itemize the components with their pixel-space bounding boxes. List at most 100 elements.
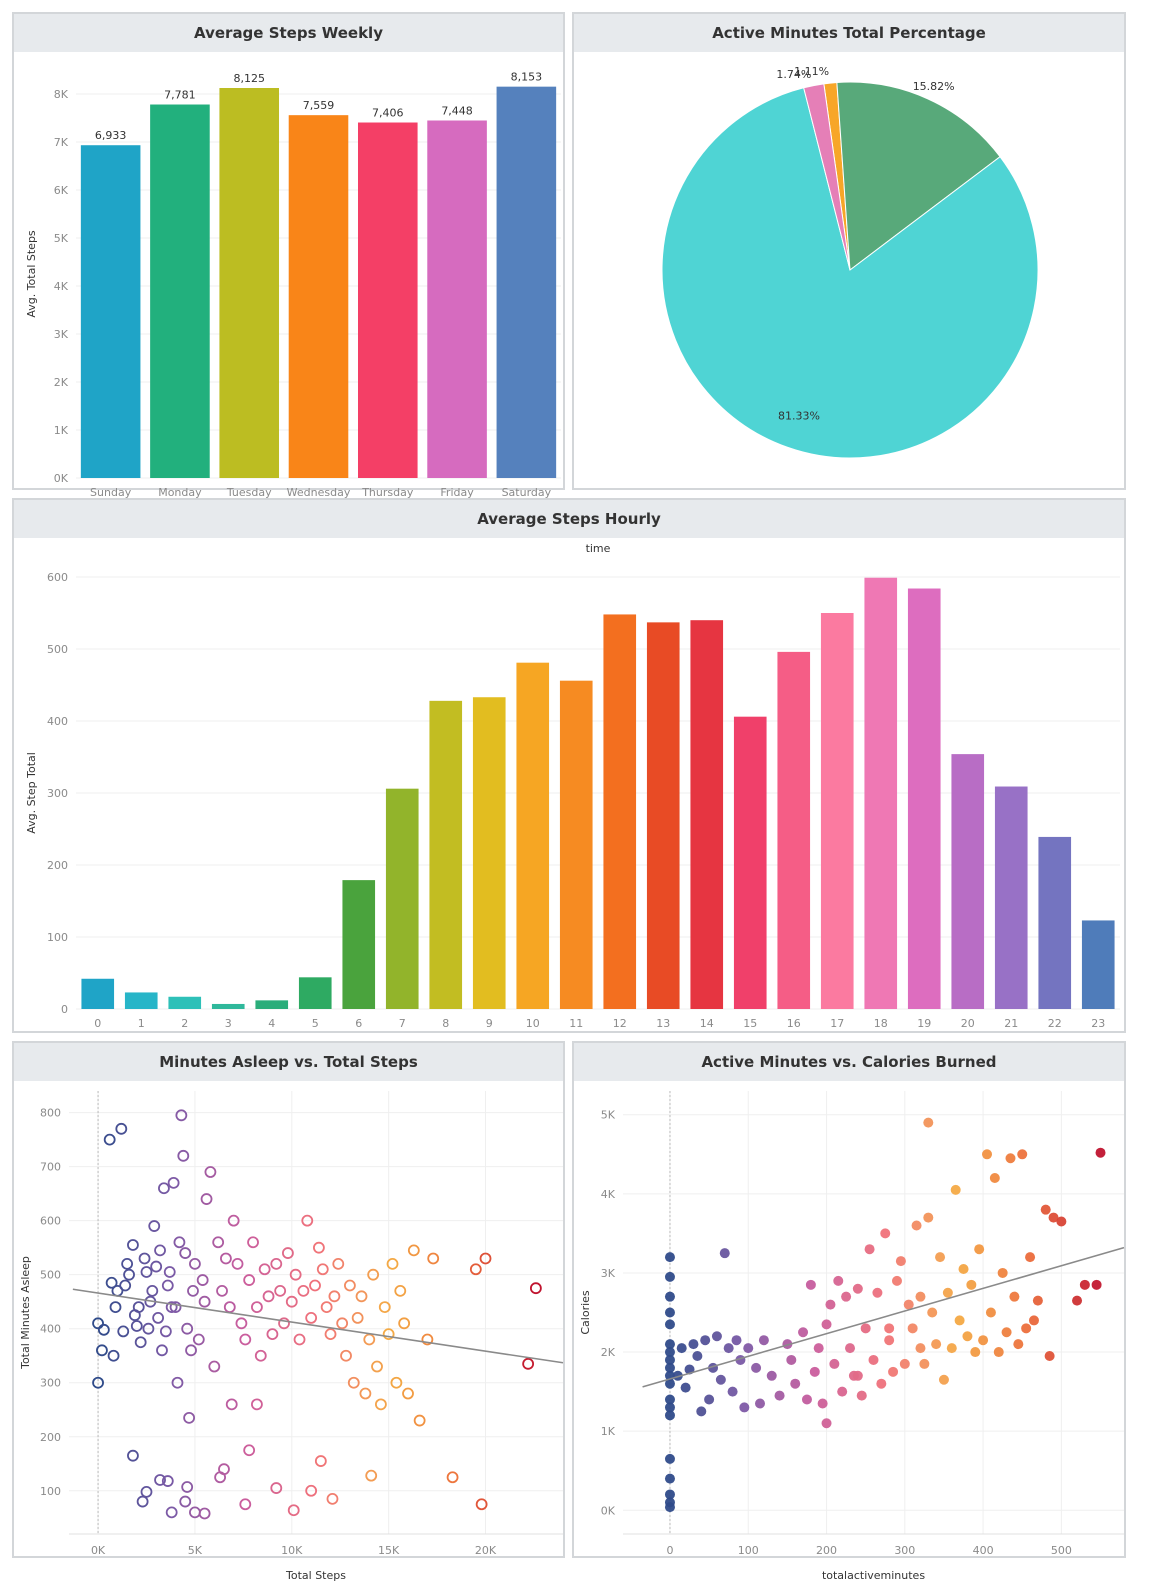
sleep-point xyxy=(421,1333,434,1346)
calories-x-tick-label: 500 xyxy=(1051,1544,1072,1557)
calories-point xyxy=(942,1287,953,1298)
weekly-bar xyxy=(219,88,280,478)
sleep-point xyxy=(136,1495,149,1508)
sleep-point xyxy=(175,1109,188,1122)
weekly-bar-value-label: 8,153 xyxy=(511,71,543,84)
sleep-point xyxy=(347,1376,360,1389)
sleep-y-axis-label: Total Minutes Asleep xyxy=(19,1256,32,1370)
active-minutes-title: Active Minutes Total Percentage xyxy=(574,14,1124,52)
sleep-point xyxy=(200,1193,213,1205)
weekly-bar xyxy=(80,145,141,478)
sleep-point xyxy=(171,1376,184,1389)
pie-slice xyxy=(803,83,851,271)
weekly-y-tick-label: 6K xyxy=(54,184,69,197)
sleep-point xyxy=(374,1398,387,1411)
sleep-point xyxy=(320,1301,333,1313)
sleep-point xyxy=(154,1474,166,1486)
sleep-point xyxy=(167,1176,180,1189)
sleep-x-axis-label: Total Steps xyxy=(285,1569,346,1582)
sleep-steps-title: Minutes Asleep vs. Total Steps xyxy=(14,1043,563,1081)
hourly-x-tick-label: 1 xyxy=(138,1017,145,1030)
sleep-point xyxy=(258,1263,271,1276)
sleep-point xyxy=(134,1336,147,1349)
sleep-point xyxy=(413,1414,426,1427)
hourly-bar xyxy=(1038,836,1072,1009)
sleep-point xyxy=(148,1220,161,1232)
sleep-point xyxy=(161,1279,174,1292)
calories-point xyxy=(970,1347,981,1358)
calories-point xyxy=(825,1299,836,1310)
weekly-x-tick-label: Tuesday xyxy=(226,486,272,499)
hourly-bar xyxy=(168,996,202,1009)
hourly-x-tick-label: 19 xyxy=(917,1017,931,1030)
weekly-steps-chart: 0K 1K 2K 3K 4K 5K 6K 7K 8K Avg. Total Steps 6,933 S… xyxy=(25,71,561,499)
sleep-point xyxy=(159,1325,172,1338)
hourly-bar xyxy=(820,613,854,1009)
sleep-point xyxy=(247,1236,259,1249)
calories-point xyxy=(723,1343,734,1354)
sleep-point xyxy=(103,1133,116,1146)
sleep-point xyxy=(165,1301,178,1313)
sleep-point xyxy=(121,1257,134,1270)
hourly-x-tick-label: 9 xyxy=(486,1017,493,1030)
sleep-point xyxy=(407,1244,420,1257)
calories-point xyxy=(798,1327,809,1338)
sleep-point xyxy=(96,1344,108,1357)
sleep-point xyxy=(282,1247,294,1259)
sleep-point xyxy=(390,1376,403,1389)
calories-point xyxy=(915,1291,926,1302)
sleep-x-tick-label: 0K xyxy=(91,1544,106,1557)
sleep-point xyxy=(185,1344,197,1357)
weekly-bar xyxy=(496,86,557,478)
sleep-point xyxy=(479,1252,492,1265)
calories-point xyxy=(664,1354,675,1365)
sleep-point xyxy=(165,1506,178,1519)
sleep-point xyxy=(367,1268,380,1281)
sleep-point xyxy=(402,1387,414,1400)
calories-point xyxy=(1005,1153,1016,1164)
sleep-point xyxy=(140,1485,153,1498)
calories-x-tick-label: 300 xyxy=(894,1544,915,1557)
calories-point xyxy=(700,1335,711,1346)
calories-point xyxy=(664,1378,675,1389)
calories-point xyxy=(664,1271,675,1282)
sleep-point xyxy=(117,1325,130,1338)
hourly-bar xyxy=(559,680,593,1009)
calories-point xyxy=(758,1335,769,1346)
sleep-point xyxy=(115,1122,128,1135)
sleep-point xyxy=(169,1301,182,1313)
calories-point xyxy=(938,1374,949,1385)
sleep-point xyxy=(274,1284,287,1297)
calories-point xyxy=(743,1343,754,1354)
calories-title: Active Minutes vs. Calories Burned xyxy=(574,1043,1124,1081)
calories-point xyxy=(664,1291,675,1302)
sleep-point xyxy=(314,1455,327,1467)
calories-point xyxy=(966,1279,977,1290)
pie-slice-label: 1.11% xyxy=(794,65,829,78)
calories-point xyxy=(1044,1351,1055,1362)
calories-point xyxy=(817,1398,828,1409)
calories-point xyxy=(888,1366,899,1377)
sleep-point xyxy=(394,1284,407,1297)
hourly-bar xyxy=(864,577,898,1009)
hourly-x-tick-label: 8 xyxy=(442,1017,449,1030)
sleep-steps-chart: 100 200 300 400 500 600 700 800 0K 5K 10K 15K 20K Tot… xyxy=(19,1091,564,1582)
hourly-x-tick-label: 13 xyxy=(656,1017,670,1030)
calories-point xyxy=(860,1323,871,1334)
sleep-point xyxy=(427,1252,440,1265)
sleep-point xyxy=(371,1360,383,1373)
calories-point xyxy=(962,1331,973,1342)
calories-point xyxy=(884,1323,895,1334)
pie-slice xyxy=(836,81,1001,271)
sleep-point xyxy=(183,1411,196,1424)
calories-point xyxy=(715,1374,726,1385)
weekly-steps-title: Average Steps Weekly xyxy=(14,14,563,52)
active-minutes-pie-chart: 1.11% 15.82% 81.33% 1.74% xyxy=(661,65,1039,459)
calories-point xyxy=(1013,1339,1024,1350)
calories-point xyxy=(1072,1295,1083,1306)
calories-point xyxy=(868,1354,879,1365)
calories-point xyxy=(821,1319,832,1330)
weekly-bar xyxy=(150,104,210,479)
sleep-point xyxy=(196,1274,209,1286)
calories-point xyxy=(1091,1279,1102,1290)
